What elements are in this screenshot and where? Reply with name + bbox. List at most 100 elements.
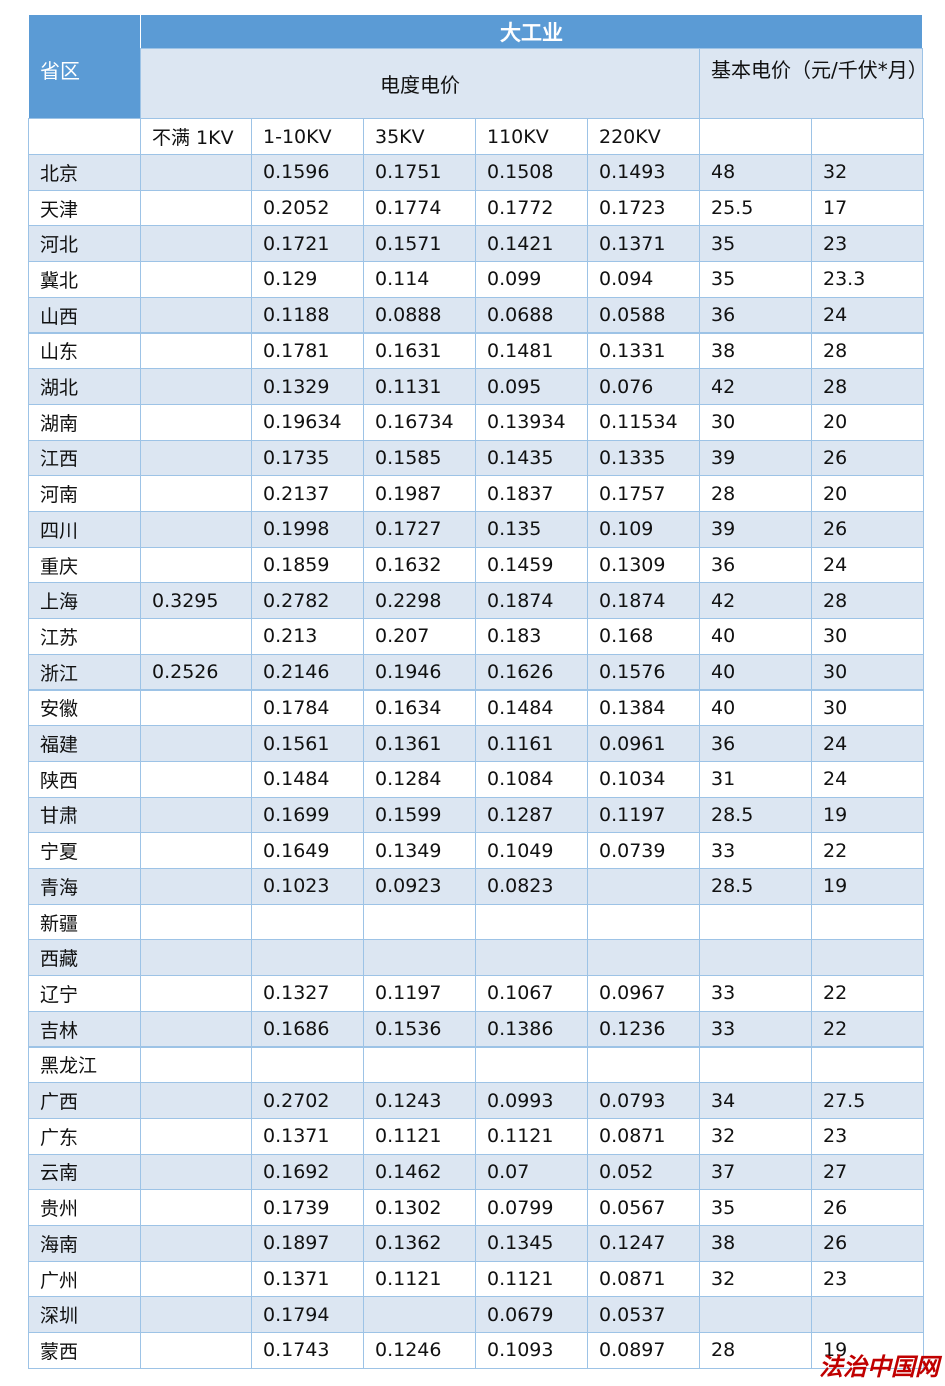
price-cell: 0.1435	[475, 439, 588, 477]
price-cell: 0.0967	[587, 975, 700, 1012]
price-cell: 0.07	[475, 1153, 588, 1191]
price-cell: 0.1034	[587, 760, 700, 798]
price-cell: 28	[811, 368, 924, 405]
price-cell	[140, 832, 252, 869]
price-cell: 0.1236	[587, 1010, 700, 1048]
price-cell: 0.1371	[251, 1260, 364, 1298]
price-cell	[140, 618, 252, 655]
region-name: 湖北	[28, 368, 141, 405]
price-cell: 0.0688	[475, 296, 588, 334]
price-cell	[140, 939, 252, 977]
price-cell: 0.1634	[363, 689, 476, 727]
price-cell: 24	[811, 546, 924, 584]
price-cell: 0.1329	[251, 368, 364, 405]
price-cell: 0.1331	[587, 332, 700, 370]
price-cell: 28	[699, 1332, 812, 1369]
price-cell: 0.1384	[587, 689, 700, 727]
price-cell: 0.1739	[251, 1189, 364, 1226]
price-cell: 23	[811, 225, 924, 263]
price-cell: 38	[699, 332, 812, 370]
price-cell: 28	[811, 332, 924, 370]
price-cell: 0.168	[587, 618, 700, 655]
price-cell: 0.1188	[251, 296, 364, 334]
price-cell	[140, 546, 252, 584]
price-cell: 0.129	[251, 261, 364, 298]
region-name: 蒙西	[28, 1332, 141, 1369]
basic-price-header: 基本电价（元/千伏*月）	[699, 48, 923, 119]
price-cell: 0.183	[475, 618, 588, 655]
price-cell: 0.0993	[475, 1082, 588, 1119]
price-cell: 0.213	[251, 618, 364, 655]
price-cell: 0.1327	[251, 975, 364, 1012]
price-cell: 0.0588	[587, 296, 700, 334]
price-cell: 0.1161	[475, 725, 588, 762]
price-cell	[140, 1225, 252, 1262]
price-cell: 0.1362	[363, 1225, 476, 1262]
energy-price-header: 电度电价	[140, 48, 700, 119]
price-cell	[251, 939, 364, 977]
price-cell	[140, 189, 252, 227]
price-cell: 28	[699, 475, 812, 512]
price-cell: 0.2052	[251, 189, 364, 227]
price-cell	[140, 403, 252, 441]
price-cell: 0.1287	[475, 796, 588, 834]
price-cell: 0.1386	[475, 1010, 588, 1048]
region-name: 北京	[28, 154, 141, 191]
price-cell	[140, 796, 252, 834]
price-cell: 23	[811, 1117, 924, 1155]
price-cell	[140, 760, 252, 798]
price-cell: 42	[699, 368, 812, 405]
price-cell: 0.1484	[475, 689, 588, 727]
price-cell: 0.1508	[475, 154, 588, 191]
watermark: 法治中国网	[819, 1352, 939, 1381]
price-cell: 0.1247	[587, 1225, 700, 1262]
region-name: 四川	[28, 511, 141, 548]
price-cell: 0.207	[363, 618, 476, 655]
price-cell: 35	[699, 261, 812, 298]
price-cell: 0.1631	[363, 332, 476, 370]
price-cell: 0.1781	[251, 332, 364, 370]
price-cell: 0.13934	[475, 403, 588, 441]
price-cell: 0.094	[587, 261, 700, 298]
price-cell: 0.11534	[587, 403, 700, 441]
price-cell: 0.1987	[363, 475, 476, 512]
price-cell: 0.0923	[363, 868, 476, 905]
region-name: 新疆	[28, 903, 141, 941]
price-cell	[587, 939, 700, 977]
price-cell: 20	[811, 403, 924, 441]
price-cell	[811, 1296, 924, 1334]
price-cell: 33	[699, 975, 812, 1012]
price-cell: 26	[811, 1225, 924, 1262]
price-cell: 0.1772	[475, 189, 588, 227]
price-cell	[475, 903, 588, 941]
price-cell: 0.1121	[475, 1117, 588, 1155]
price-cell: 0.1197	[587, 796, 700, 834]
price-cell	[140, 511, 252, 548]
price-cell: 0.0823	[475, 868, 588, 905]
price-cell	[363, 1046, 476, 1084]
group-title: 大工业	[140, 14, 923, 49]
region-name: 福建	[28, 725, 141, 762]
price-cell: 0.1302	[363, 1189, 476, 1226]
price-cell: 0.1131	[363, 368, 476, 405]
region-name: 深圳	[28, 1296, 141, 1334]
price-cell: 40	[699, 689, 812, 727]
price-cell: 0.1084	[475, 760, 588, 798]
price-cell: 0.1536	[363, 1010, 476, 1048]
price-cell: 28.5	[699, 868, 812, 905]
price-cell: 28.5	[699, 796, 812, 834]
price-cell: 0.19634	[251, 403, 364, 441]
price-cell: 0.1585	[363, 439, 476, 477]
region-name: 河南	[28, 475, 141, 512]
price-cell: 0.1197	[363, 975, 476, 1012]
price-cell	[140, 475, 252, 512]
price-cell: 0.2137	[251, 475, 364, 512]
price-cell: 37	[699, 1153, 812, 1191]
price-cell: 0.0799	[475, 1189, 588, 1226]
price-cell: 33	[699, 832, 812, 869]
price-cell: 26	[811, 439, 924, 477]
price-cell: 30	[811, 653, 924, 691]
region-name: 安徽	[28, 689, 141, 727]
price-cell: 23.3	[811, 261, 924, 298]
